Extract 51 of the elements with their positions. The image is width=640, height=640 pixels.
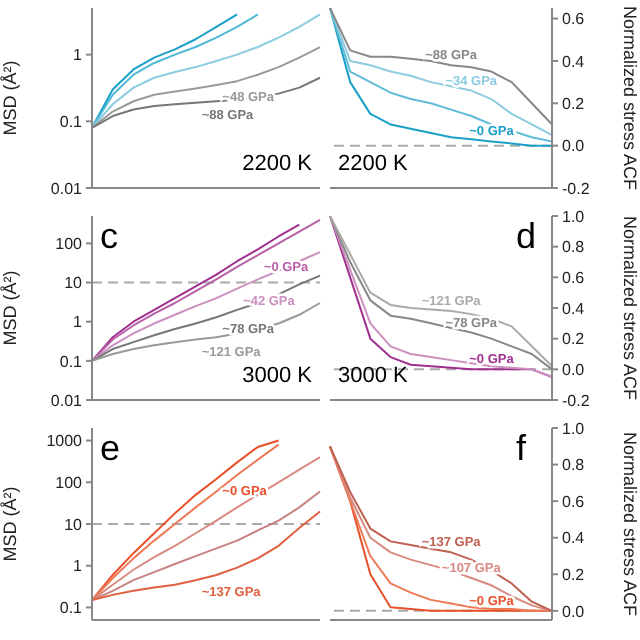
- y-tick-label: 1: [73, 557, 84, 576]
- annotation: 3000 K: [242, 364, 312, 388]
- line-series: [91, 490, 321, 602]
- annotation: 3000 K: [338, 364, 408, 388]
- y-tick-label: 10: [64, 515, 84, 534]
- y-tick-label: 100: [55, 473, 84, 492]
- annotation: 2200 K: [242, 152, 312, 176]
- y-tick-label: 0.8: [562, 456, 586, 475]
- line-series: [91, 13, 321, 129]
- y-tick-label: 0.2: [562, 565, 586, 584]
- y-axis-title: Normalized stress ACF: [619, 215, 640, 402]
- y-axis-title: MSD (Å²): [0, 60, 21, 136]
- y-tick-label: 0.4: [562, 52, 586, 71]
- annotation: f: [516, 428, 527, 470]
- y-tick-label: 0.4: [562, 529, 586, 548]
- line-series: [91, 46, 321, 129]
- y-axis-title: MSD (Å²): [0, 486, 21, 562]
- annotation: d: [516, 216, 537, 258]
- y-tick-label: 0.01: [50, 391, 84, 410]
- y-tick-label: 0.0: [562, 361, 586, 380]
- y-axis-title: Normalized stress ACF: [619, 431, 640, 618]
- y-tick-label: 0.6: [562, 10, 586, 29]
- y-tick-label: 0.6: [562, 269, 586, 288]
- annotation: c: [100, 216, 118, 258]
- y-tick-label: 1.0: [562, 419, 586, 438]
- y-tick-label: 0.6: [562, 492, 586, 511]
- y-tick-label: -0.2: [562, 179, 591, 198]
- annotation: e: [100, 428, 121, 470]
- annotation: 2200 K: [338, 152, 408, 176]
- y-tick-label: 0.0: [562, 602, 586, 621]
- line-series: [91, 251, 321, 362]
- y-tick-label: 0.1: [59, 112, 84, 131]
- y-tick-label: 0.01: [50, 179, 84, 198]
- y-tick-label: 0.0: [562, 137, 586, 156]
- y-tick-label: 0.2: [562, 94, 586, 113]
- y-axis-title: MSD (Å²): [0, 270, 21, 346]
- y-tick-label: 1: [73, 313, 84, 332]
- y-tick-label: 1: [73, 46, 84, 65]
- line-series: [91, 510, 321, 602]
- y-tick-label: 100: [55, 235, 84, 254]
- y-axis-title: Normalized stress ACF: [619, 5, 640, 192]
- y-tick-label: 0.8: [562, 238, 586, 257]
- y-tick-label: 0.1: [59, 599, 84, 618]
- y-tick-label: 0.2: [562, 330, 586, 349]
- y-tick-label: 10: [64, 274, 84, 293]
- y-tick-label: -0.2: [562, 391, 591, 410]
- y-tick-label: 0.4: [562, 299, 586, 318]
- line-series: [91, 274, 321, 362]
- y-tick-label: 0.1: [59, 352, 84, 371]
- y-tick-label: 1.0: [562, 207, 586, 226]
- y-tick-label: 1000: [46, 432, 84, 451]
